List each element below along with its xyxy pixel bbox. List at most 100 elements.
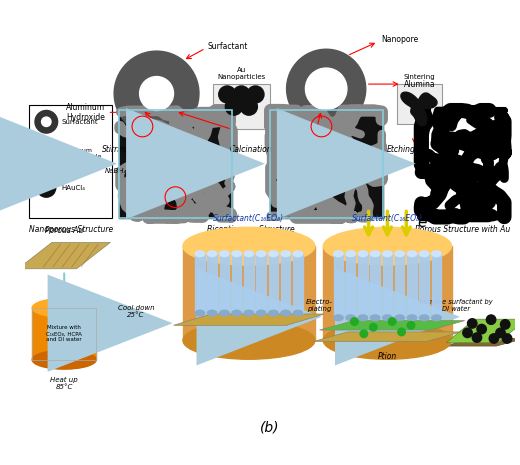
Polygon shape [320, 320, 465, 330]
Circle shape [407, 322, 415, 329]
Text: Sintering: Sintering [404, 74, 435, 80]
Text: Om: Om [152, 84, 161, 88]
Bar [213, 84, 270, 129]
Bar [383, 254, 392, 318]
Text: (b): (b) [260, 421, 279, 435]
Ellipse shape [383, 315, 392, 320]
Polygon shape [314, 332, 461, 341]
Ellipse shape [219, 251, 229, 257]
Circle shape [35, 111, 58, 133]
Bar [183, 246, 315, 340]
Circle shape [489, 334, 499, 343]
Ellipse shape [269, 251, 278, 257]
Circle shape [472, 333, 482, 342]
Text: (a): (a) [260, 233, 279, 247]
Bar [207, 254, 217, 313]
Bar [293, 254, 303, 313]
Ellipse shape [219, 310, 229, 316]
Circle shape [370, 324, 377, 331]
Circle shape [486, 315, 496, 325]
Circle shape [496, 328, 505, 338]
Text: Aluminum
sec-butoxide: Aluminum sec-butoxide [61, 148, 102, 159]
Circle shape [287, 49, 366, 128]
Text: Surfactant: Surfactant [207, 42, 248, 51]
Bar [195, 254, 204, 313]
Ellipse shape [183, 227, 315, 265]
Text: Remove surfactant by
DI water: Remove surfactant by DI water [419, 299, 492, 312]
Bar [432, 254, 441, 318]
Text: Nanoporous Structure: Nanoporous Structure [29, 226, 113, 234]
Ellipse shape [32, 299, 96, 317]
Bar [269, 254, 278, 313]
Ellipse shape [432, 315, 441, 320]
Ellipse shape [407, 315, 417, 320]
Text: Om: Om [152, 99, 161, 104]
Ellipse shape [346, 251, 355, 257]
Ellipse shape [281, 251, 290, 257]
Circle shape [467, 319, 477, 328]
Text: Ption: Ption [378, 352, 397, 361]
Bar [232, 254, 241, 313]
Text: Bicontinuous Structure: Bicontinuous Structure [207, 226, 295, 234]
Text: e⁻: e⁻ [418, 215, 435, 230]
Text: Stirring: Stirring [101, 145, 129, 154]
Bar [395, 254, 405, 318]
Ellipse shape [346, 315, 355, 320]
Ellipse shape [293, 251, 303, 257]
Text: Porous Au: Porous Au [45, 226, 83, 235]
Circle shape [139, 77, 174, 111]
Circle shape [501, 319, 510, 329]
Ellipse shape [32, 350, 96, 369]
Ellipse shape [232, 251, 241, 257]
Bar [420, 254, 429, 318]
Text: Surfactant(C₁₆EO₈): Surfactant(C₁₆EO₈) [213, 213, 284, 223]
Ellipse shape [370, 251, 380, 257]
Ellipse shape [293, 310, 303, 316]
Ellipse shape [183, 322, 315, 359]
Ellipse shape [195, 310, 204, 316]
Circle shape [114, 51, 199, 136]
Text: Etching: Etching [387, 145, 416, 154]
Text: Mixture with
C₁₆EO₈, HCPA
and DI water: Mixture with C₁₆EO₈, HCPA and DI water [46, 326, 82, 342]
Ellipse shape [432, 251, 441, 257]
Text: Aluminum
Hydroxide: Aluminum Hydroxide [66, 103, 105, 122]
Circle shape [247, 86, 264, 103]
Ellipse shape [383, 251, 392, 257]
Polygon shape [445, 339, 520, 346]
Text: Porous Structure with Au: Porous Structure with Au [415, 226, 511, 234]
Polygon shape [401, 92, 437, 126]
Ellipse shape [207, 251, 217, 257]
Bar [270, 110, 383, 218]
Bar [346, 254, 355, 318]
Bar [420, 110, 505, 218]
Ellipse shape [395, 251, 405, 257]
Bar [119, 110, 232, 218]
Circle shape [225, 98, 242, 115]
Ellipse shape [281, 310, 290, 316]
Ellipse shape [207, 310, 217, 316]
Text: NaBH₄: NaBH₄ [105, 168, 127, 174]
Circle shape [350, 318, 358, 326]
Text: Au
Nanoparticles: Au Nanoparticles [217, 67, 266, 80]
Circle shape [233, 86, 250, 103]
Circle shape [463, 328, 472, 338]
Text: Surfactant(C₁₆EO₈): Surfactant(C₁₆EO₈) [352, 213, 423, 223]
Circle shape [42, 117, 51, 126]
Circle shape [360, 330, 368, 338]
Bar [244, 254, 254, 313]
Polygon shape [174, 314, 324, 325]
Bar [358, 254, 368, 318]
Bar [323, 246, 451, 340]
Text: Nanopore: Nanopore [381, 35, 418, 44]
Ellipse shape [195, 251, 204, 257]
Ellipse shape [244, 251, 254, 257]
Polygon shape [446, 319, 520, 343]
Ellipse shape [358, 315, 368, 320]
Circle shape [477, 325, 486, 334]
Ellipse shape [395, 315, 405, 320]
Bar [270, 110, 383, 218]
Text: Alumina: Alumina [405, 80, 436, 89]
Circle shape [240, 98, 257, 115]
Bar [119, 110, 232, 218]
Bar [407, 254, 417, 318]
